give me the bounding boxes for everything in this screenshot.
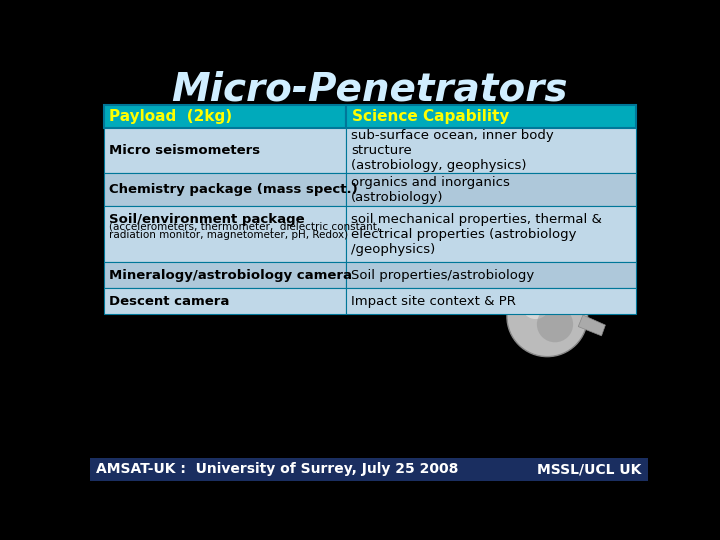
- Text: organics and inorganics
(astrobiology): organics and inorganics (astrobiology): [351, 176, 510, 204]
- Polygon shape: [578, 315, 606, 336]
- Bar: [346, 206, 636, 262]
- Polygon shape: [363, 219, 384, 241]
- Polygon shape: [404, 240, 429, 265]
- Bar: [346, 288, 636, 314]
- Text: Impact site context & PR: Impact site context & PR: [351, 295, 516, 308]
- Bar: [346, 262, 636, 288]
- Text: Soil properties/astrobiology: Soil properties/astrobiology: [351, 268, 534, 281]
- Polygon shape: [338, 205, 358, 227]
- Polygon shape: [284, 180, 312, 195]
- Bar: [104, 262, 346, 288]
- Polygon shape: [390, 232, 413, 256]
- Polygon shape: [324, 198, 346, 221]
- Text: Descent camera: Descent camera: [109, 295, 229, 308]
- Text: Science Capability: Science Capability: [351, 109, 509, 124]
- Circle shape: [537, 306, 573, 342]
- Text: (accelerometers, thermometer,  dielectric constant,: (accelerometers, thermometer, dielectric…: [109, 221, 380, 231]
- Bar: [104, 105, 346, 128]
- Polygon shape: [307, 188, 333, 214]
- Text: AMSAT-UK :  University of Surrey, July 25 2008: AMSAT-UK : University of Surrey, July 25…: [96, 462, 459, 476]
- Bar: [104, 128, 346, 173]
- Circle shape: [507, 276, 588, 356]
- Text: radiation monitor, magnetometer, pH, Redox): radiation monitor, magnetometer, pH, Red…: [109, 230, 348, 240]
- Circle shape: [521, 291, 550, 319]
- Text: Micro-Penetrators: Micro-Penetrators: [171, 70, 567, 109]
- Bar: [346, 105, 636, 128]
- Text: Micro seismometers: Micro seismometers: [109, 144, 260, 157]
- Bar: [90, 457, 648, 481]
- Text: Chemistry package (mass spect.): Chemistry package (mass spect.): [109, 183, 357, 196]
- Text: Payload  (2kg): Payload (2kg): [109, 109, 233, 124]
- Polygon shape: [376, 225, 398, 248]
- Bar: [104, 206, 346, 262]
- Bar: [346, 128, 636, 173]
- Polygon shape: [349, 211, 372, 234]
- Text: Mineralogy/astrobiology camera: Mineralogy/astrobiology camera: [109, 268, 351, 281]
- Text: Soil/environment package: Soil/environment package: [109, 213, 305, 226]
- Bar: [346, 173, 636, 206]
- Text: MSSL/UCL UK: MSSL/UCL UK: [537, 462, 642, 476]
- Bar: [104, 173, 346, 206]
- Text: payload instruments: payload instruments: [233, 109, 391, 124]
- Text: soil mechanical properties, thermal &
electrical properties (astrobiology
/geoph: soil mechanical properties, thermal & el…: [351, 213, 602, 256]
- Polygon shape: [441, 244, 534, 307]
- Text: sub-surface ocean, inner body
structure
(astrobiology, geophysics): sub-surface ocean, inner body structure …: [351, 129, 554, 172]
- Polygon shape: [420, 248, 446, 273]
- Bar: [104, 288, 346, 314]
